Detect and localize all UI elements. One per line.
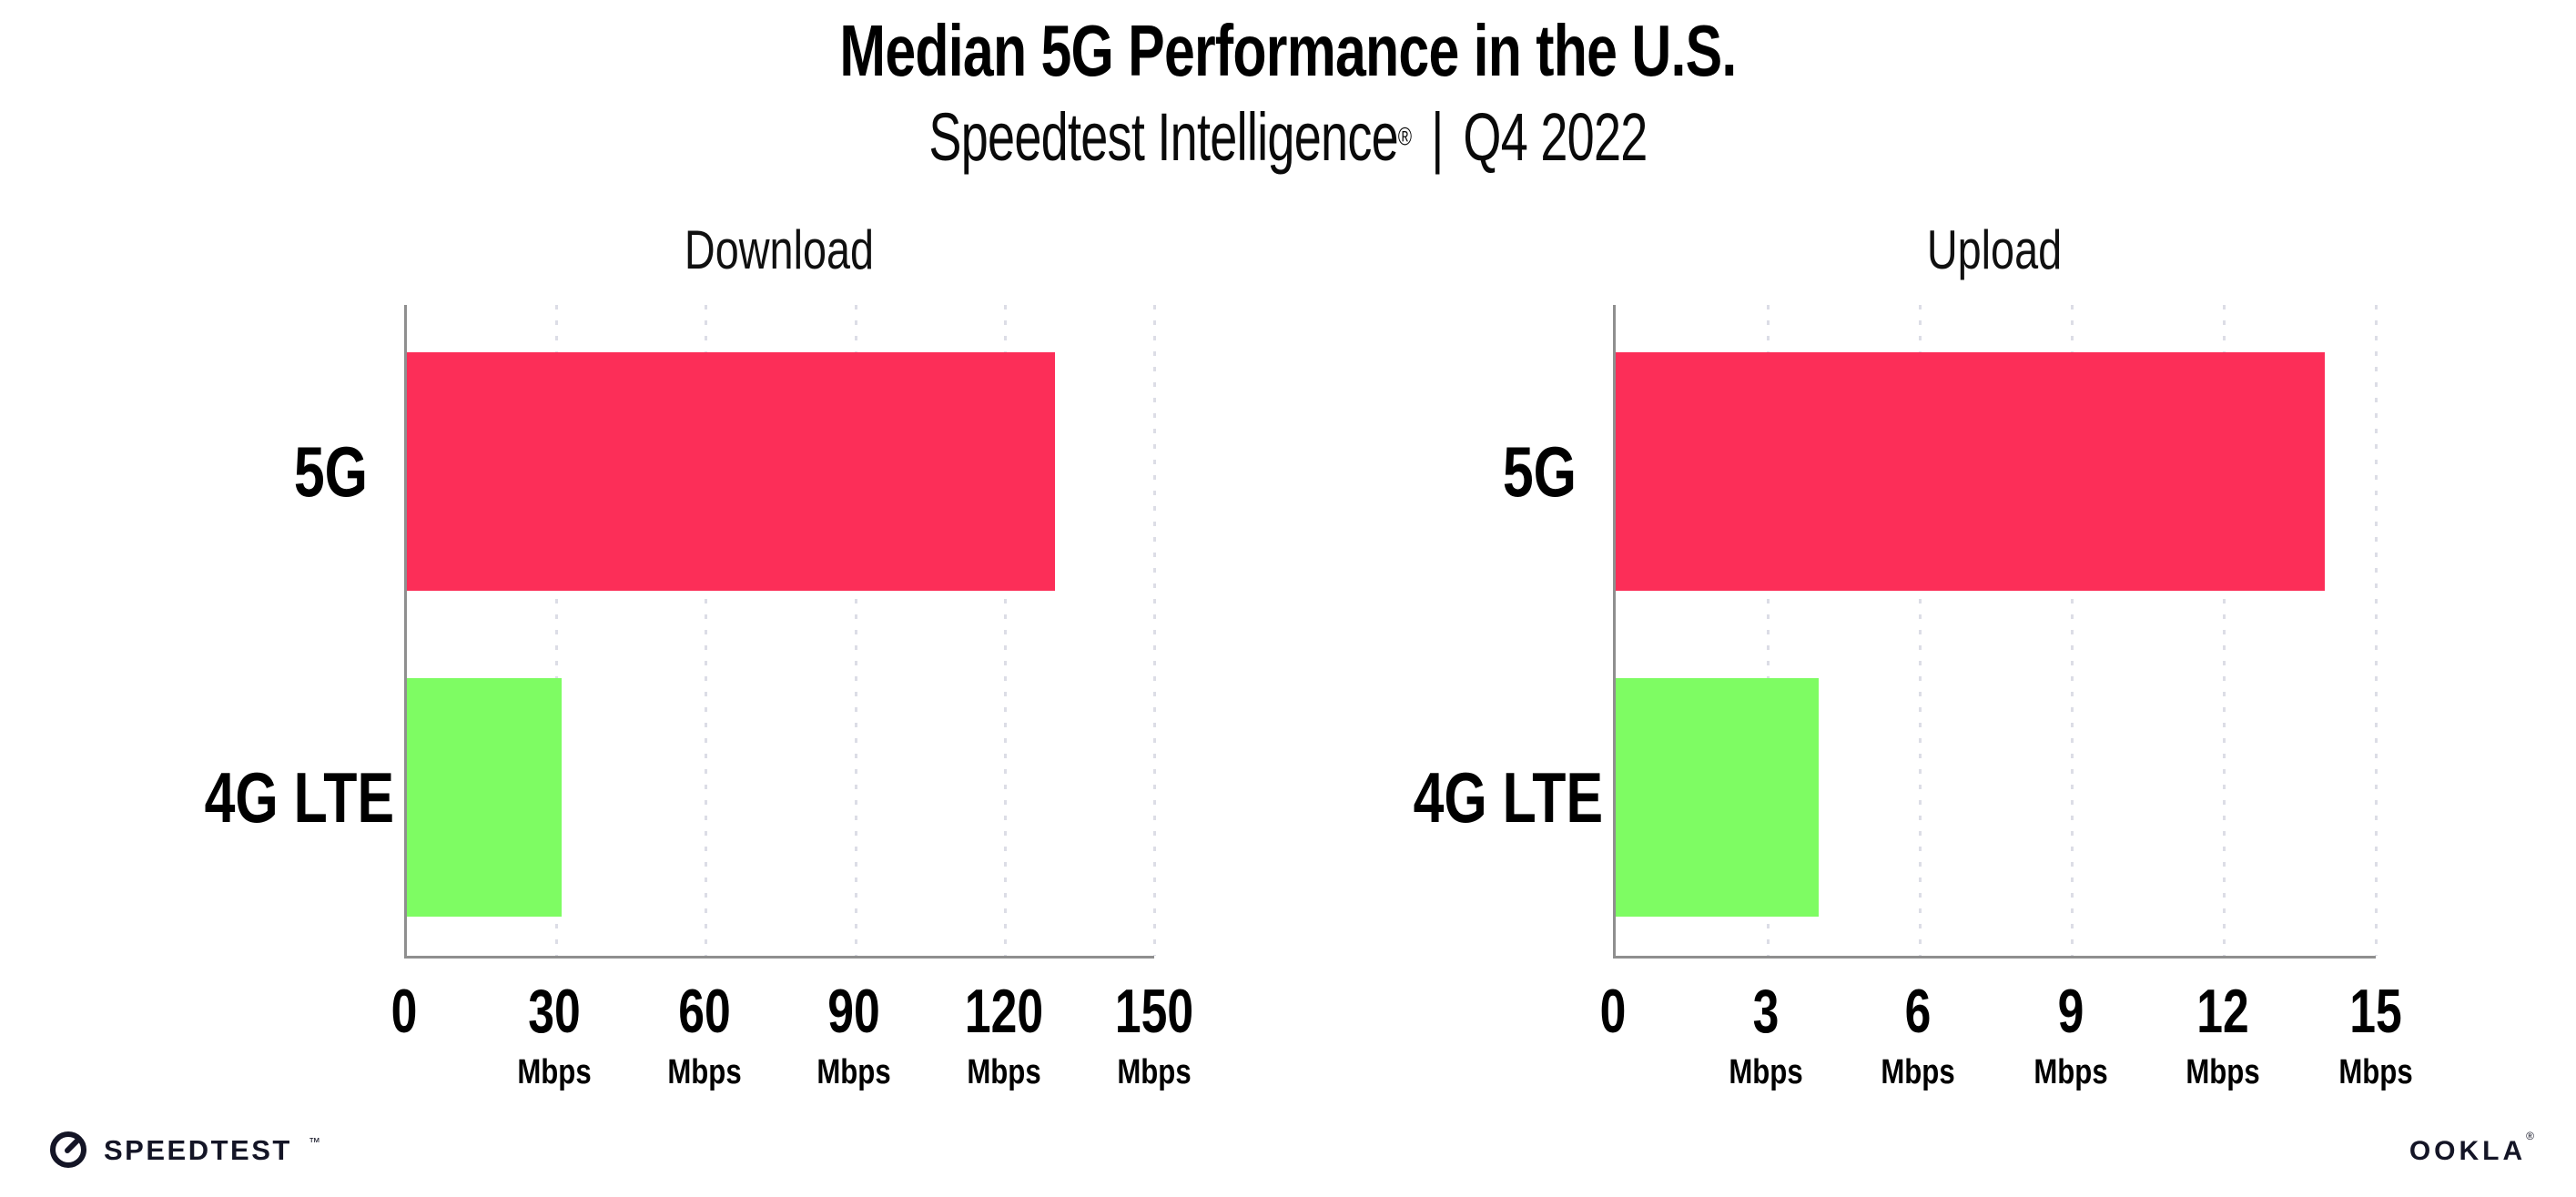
tick-unit-label: Mbps [2186, 1053, 2261, 1091]
page-title: Median 5G Performance in the U.S. [839, 10, 1737, 91]
subtitle-brand: Speedtest Intelligence [928, 99, 1398, 175]
bar-4g-lte [407, 678, 562, 917]
gridline-120 [1003, 305, 1007, 956]
tick-0: 0 [304, 980, 504, 1042]
registered-mark: ® [2526, 1130, 2538, 1142]
chart-title: Download [684, 219, 875, 280]
plot-area [1613, 305, 2378, 959]
speedtest-logo: SPEEDTEST ™ [47, 1129, 320, 1171]
upload-chart: Upload 5G 4G LTE 0 3 Mbps 6 Mbps 9 Mbps 12 Mbps 15 Mb… [1367, 218, 2413, 1090]
plot-area [404, 305, 1156, 959]
bar-4g-lte [1616, 678, 1819, 917]
ookla-wordmark: OOKLA [2409, 1136, 2527, 1166]
page-subtitle: Speedtest Intelligence® | Q4 2022 [348, 104, 2228, 171]
category-label-4g-lte: 4G LTE [204, 757, 395, 837]
subtitle-period: Q4 2022 [1463, 99, 1648, 175]
tick-value: 60 [677, 977, 731, 1046]
gridline-15 [2375, 305, 2378, 956]
gridline-12 [2223, 305, 2226, 956]
tick-unit-label: Mbps [1881, 1053, 1955, 1091]
tick-30: 30 Mbps [454, 980, 654, 1090]
registered-trademark-mark: ® [1397, 122, 1412, 151]
tick-6: 6 Mbps [1818, 980, 2018, 1090]
gridline-3 [1767, 305, 1770, 956]
tick-60: 60 Mbps [604, 980, 805, 1090]
tick-value: 6 [1904, 977, 1932, 1046]
tick-value: 0 [390, 977, 418, 1046]
tick-3: 3 Mbps [1666, 980, 1866, 1090]
tick-9: 9 Mbps [1971, 980, 2171, 1090]
tick-value: 30 [528, 977, 581, 1046]
ookla-logo: OOKLA® [2409, 1131, 2538, 1166]
category-label-5g: 5G [1502, 431, 1577, 512]
category-label-4g-lte: 4G LTE [1413, 757, 1604, 837]
tick-unit-label: Mbps [1117, 1053, 1192, 1091]
download-chart: Download 5G 4G LTE 0 30 Mbps 60 Mbps 90 Mbps 120 Mb… [158, 218, 1194, 1090]
tick-90: 90 Mbps [754, 980, 954, 1090]
chart-title: Upload [1926, 219, 2063, 280]
tick-unit-label: Mbps [816, 1053, 892, 1091]
tick-12: 12 Mbps [2123, 980, 2323, 1090]
tick-value: 15 [2349, 977, 2402, 1046]
tick-120: 120 Mbps [904, 980, 1104, 1090]
tick-unit-label: Mbps [666, 1053, 742, 1091]
bar-5g [407, 352, 1055, 591]
tick-value: 0 [1599, 977, 1627, 1046]
tick-150: 150 Mbps [1054, 980, 1254, 1090]
tick-value: 12 [2196, 977, 2250, 1046]
gridline-9 [2071, 305, 2074, 956]
tick-unit-label: Mbps [2338, 1053, 2413, 1091]
tick-value: 150 [1114, 977, 1194, 1046]
speedtest-wordmark: SPEEDTEST [104, 1133, 292, 1166]
gridline-30 [555, 305, 559, 956]
tick-unit-label: Mbps [1728, 1053, 1803, 1091]
tick-unit-label: Mbps [2033, 1053, 2108, 1091]
tick-15: 15 Mbps [2276, 980, 2476, 1090]
tick-value: 3 [1752, 977, 1779, 1046]
tick-value: 90 [827, 977, 881, 1046]
plot-body: 5G 4G LTE [158, 305, 1156, 959]
gridline-90 [854, 305, 857, 956]
bar-5g [1616, 352, 2326, 591]
gridline-150 [1153, 305, 1156, 956]
gridline-60 [705, 305, 708, 956]
tick-value: 9 [2057, 977, 2084, 1046]
tick-unit-label: Mbps [517, 1053, 592, 1091]
subtitle-separator: | [1431, 99, 1444, 175]
tick-value: 120 [965, 977, 1044, 1046]
tick-0: 0 [1513, 980, 1713, 1042]
gridline-6 [1919, 305, 1922, 956]
speedtest-gauge-icon [50, 1131, 86, 1168]
plot-body: 5G 4G LTE [1367, 305, 2378, 959]
category-label-5g: 5G [293, 431, 368, 512]
tick-unit-label: Mbps [967, 1053, 1041, 1091]
trademark-mark: ™ [308, 1134, 320, 1149]
header: Median 5G Performance in the U.S. Speedt… [0, 15, 2576, 171]
